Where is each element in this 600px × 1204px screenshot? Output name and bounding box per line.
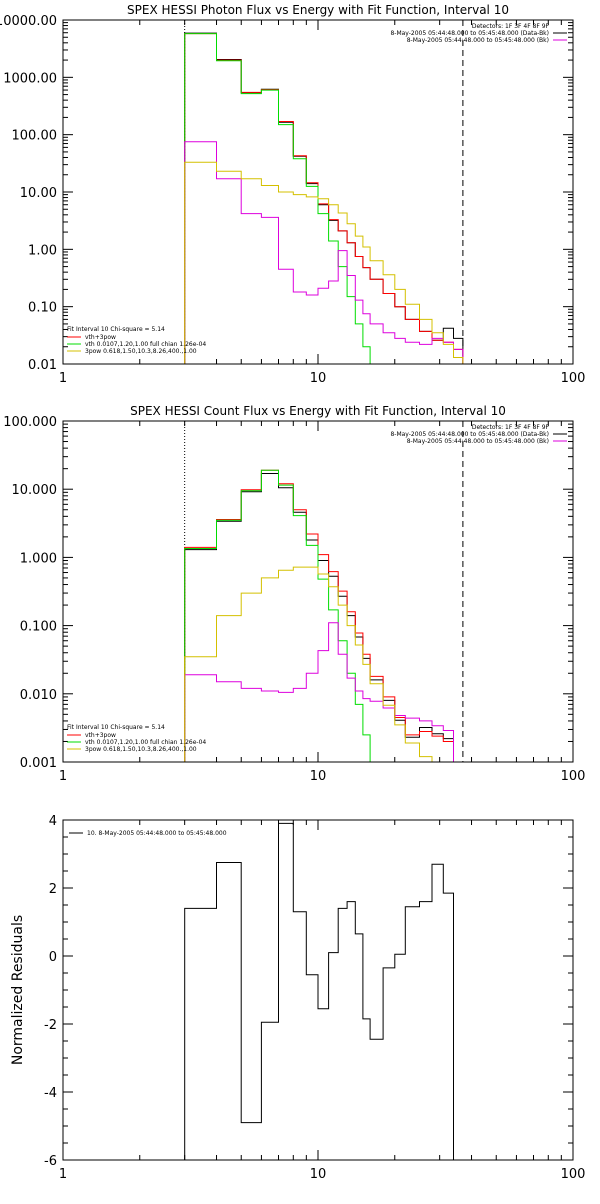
y-tick-label: 2 <box>49 882 57 897</box>
y-tick-label: 1000.00 <box>3 71 57 86</box>
header-text: 8-May-2005 05:44:48.000 to 05:45:48.000 … <box>390 30 549 37</box>
legend-entry: vth+3pow <box>85 334 116 341</box>
chart-title: SPEX HESSI Count Flux vs Energy with Fit… <box>130 404 506 418</box>
legend-entry: vth 0.0107,1.20,1.00 full chian 1.26e-04 <box>85 739 206 746</box>
y-tick-label: 1.000 <box>20 551 57 566</box>
y-tick-label: 0.100 <box>20 620 57 635</box>
legend-entry: vth 0.0107,1.20,1.00 full chian 1.26e-04 <box>85 341 206 348</box>
series-line-1 <box>184 33 464 364</box>
series-line-4 <box>184 161 464 364</box>
y-tick-label: 100.000 <box>3 415 57 430</box>
series-line-4 <box>184 566 433 762</box>
y-tick-label: -6 <box>44 1154 57 1169</box>
x-tick-label: 1 <box>59 371 67 386</box>
chart-panel-2: 1 10 100 -6 -4 -2 0 2 4 Normalized Residuals 10. 8… <box>10 814 585 1182</box>
series-line-0 <box>184 32 464 364</box>
y-tick-label: 10000.00 <box>0 14 57 29</box>
y-tick-label: 0 <box>49 950 57 965</box>
y-tick-label: 10.00 <box>20 186 57 201</box>
legend-entry: 10. 8-May-2005 05:44:48.000 to 05:45:48.… <box>87 830 227 837</box>
series-line-2 <box>184 33 371 364</box>
x-tick-label: 10 <box>310 1167 327 1182</box>
y-tick-label: 1.00 <box>28 243 57 258</box>
series-line-0 <box>184 473 454 762</box>
legend-entry: 3pow 0.618,1.50,10.3,8.26,400.,1.00 <box>85 746 197 753</box>
header-text: 8-May-2005 05:44:48.000 to 05:45:48.000 … <box>407 438 549 445</box>
legend-entry: 3pow 0.618,1.50,10.3,8.26,400.,1.00 <box>85 348 197 355</box>
plot-frame <box>62 819 574 1161</box>
header-text: Detectors: 1F 3F 4F 8F 9F <box>472 23 550 30</box>
x-tick-label: 1 <box>59 1167 67 1182</box>
legend-title: Fit Interval 10 Chi-square = 5.14 <box>67 724 165 731</box>
series-line-1 <box>184 469 454 762</box>
y-tick-label: -2 <box>44 1018 57 1033</box>
header-text: 8-May-2005 05:44:48.000 to 05:45:48.000 … <box>390 431 549 438</box>
series-line-3 <box>184 141 464 364</box>
x-tick-label: 100 <box>561 1167 586 1182</box>
x-tick-label: 1 <box>59 769 67 784</box>
header-text: Detectors: 1F 3F 4F 8F 9F <box>472 424 550 431</box>
x-tick-label: 100 <box>561 769 586 784</box>
x-tick-label: 10 <box>310 371 327 386</box>
y-tick-label: 0.10 <box>28 301 57 316</box>
y-tick-label: 0.01 <box>28 358 57 373</box>
y-tick-label: 100.00 <box>12 129 58 144</box>
chart-title: SPEX HESSI Photon Flux vs Energy with Fi… <box>127 3 509 17</box>
x-tick-label: 10 <box>310 769 327 784</box>
y-axis-label: Normalized Residuals <box>10 915 26 1065</box>
x-tick-label: 100 <box>561 371 586 386</box>
y-tick-label: 0.001 <box>20 756 57 771</box>
y-tick-label: 0.010 <box>20 688 57 703</box>
legend-title: Fit Interval 10 Chi-square = 5.14 <box>67 326 165 333</box>
y-tick-label: 4 <box>49 814 57 829</box>
plot-frame <box>62 420 574 763</box>
header-text: 8-May-2005 05:44:48.000 to 05:45:48.000 … <box>407 37 549 44</box>
plot-frame <box>62 19 574 365</box>
y-tick-label: 10.000 <box>12 483 58 498</box>
chart-panel-0: SPEX HESSI Photon Flux vs Energy with Fi… <box>0 3 586 386</box>
series-line-0 <box>184 822 463 1160</box>
series-line-3 <box>184 622 454 762</box>
chart-panel-1: SPEX HESSI Count Flux vs Energy with Fit… <box>3 404 586 784</box>
legend-entry: vth+3pow <box>85 732 116 739</box>
y-tick-label: -4 <box>44 1086 57 1101</box>
